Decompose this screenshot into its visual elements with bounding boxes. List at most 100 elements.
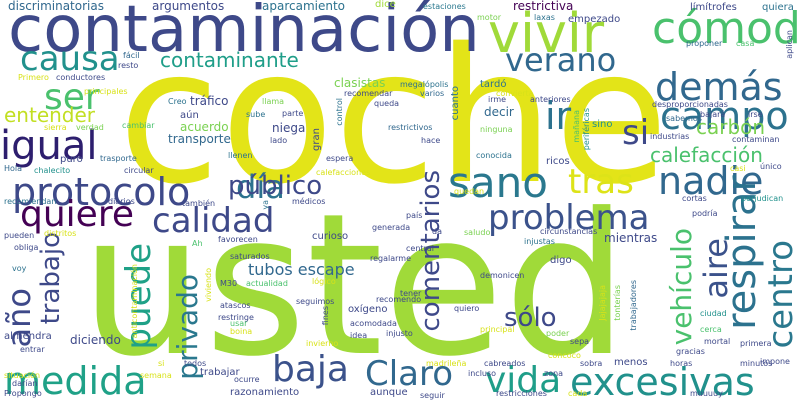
word-problema: problema (488, 198, 650, 238)
word-circunstancias: circunstancias (540, 227, 598, 236)
word-solo: sólo (504, 303, 557, 333)
word-motor: motor (477, 13, 502, 22)
word-principal: principal (480, 325, 515, 334)
word-sepa: sepa (570, 337, 590, 346)
word-discriminatorias: discriminatorias (8, 0, 104, 13)
word-cambiar: cambiar (122, 121, 155, 130)
word-minutos: minutos (740, 359, 773, 368)
word-m30: M30 (220, 279, 238, 288)
word-injustas: injustas (524, 237, 555, 246)
word-dice: dice (375, 0, 396, 10)
word-comodo: cómodo (652, 3, 800, 54)
word-restricciones: restricciones (496, 389, 547, 398)
word-limitrofes: límítrofes (690, 2, 737, 13)
word-muuuuy: muuuuy (690, 389, 723, 398)
word-hace: hace (421, 136, 441, 145)
word-tubos-escape: tubos escape (248, 260, 355, 279)
word-queda: queda (374, 99, 400, 108)
word-restrictivos: restrictivos (388, 123, 433, 132)
word-quedan: quedan (454, 187, 485, 196)
word-mientras: mientras (604, 231, 658, 245)
word-trasporte: trasporte (100, 154, 137, 163)
word-aplican: aplican (785, 30, 794, 59)
word-saludo: saludo (464, 228, 491, 237)
word-aire: aire (697, 238, 735, 299)
word-tener: tener (400, 289, 422, 298)
word-creo: Creo (168, 97, 187, 106)
word-irse: irse (748, 110, 763, 119)
word-usar: usar (230, 319, 248, 328)
word-podria: podría (692, 209, 718, 218)
word-industrias: industrias (650, 132, 690, 141)
word-carbon: carbón (696, 115, 766, 139)
word-menos: menos (614, 357, 648, 368)
word-cada: cada (568, 389, 588, 398)
word-tras: tras (568, 162, 634, 202)
word-sube: sube (246, 110, 266, 119)
word-tardo: tardó (480, 79, 507, 90)
word-concoco: concoco (548, 351, 581, 360)
word-oxigeno: oxígeno (348, 304, 388, 315)
word-idea: idea (350, 331, 368, 340)
word-laxas: laxas (534, 13, 555, 22)
word-seguir: seguir (420, 391, 445, 400)
word-generada: generada (372, 223, 411, 232)
word-llama: llama (262, 97, 285, 106)
word-recomiendan: recomiendan (4, 197, 57, 206)
word-diciendo: diciendo (70, 333, 121, 347)
word-demas: demás (655, 65, 783, 109)
word-almendra: almendra (4, 331, 52, 342)
word-semana: semana (140, 371, 172, 380)
word-restringe: restringe (218, 313, 254, 322)
word-conocida: conocida (476, 151, 512, 160)
word-verdad: verdad (76, 123, 104, 132)
word-casi: casi (730, 164, 746, 173)
word-trafico: tráfico (190, 94, 229, 108)
word-mortal: mortal (704, 337, 731, 346)
word-chalecito: chalecito (34, 166, 71, 175)
word-zona: zona (544, 369, 564, 378)
word-atascos: atascos (220, 301, 251, 310)
word-gran: gran (311, 128, 322, 151)
word-si: si (622, 113, 650, 153)
word-verano: verano (505, 41, 617, 79)
word-tambien: también (182, 199, 216, 208)
word-contaminacion: contaminación (8, 0, 480, 67)
word-acomodada: acomodada (350, 319, 397, 328)
word-protocolo: protocolo (12, 170, 191, 214)
word-regalarme: regalarme (370, 254, 412, 263)
word-poder: poder (546, 329, 570, 338)
word-fines: fines (321, 306, 330, 326)
word-obliga: obliga (14, 243, 39, 252)
word-causa: causa (20, 39, 120, 79)
word-contaminan: contaminan (732, 135, 780, 144)
word-claro: Claro (365, 354, 454, 394)
word-bajara: bajará (700, 110, 726, 119)
word-todos: todos (184, 359, 207, 368)
word-voy: voy (12, 264, 27, 273)
word-facil: fácil (123, 51, 140, 60)
word-cabreados: cabreados (484, 359, 526, 368)
word-horas: horas (670, 359, 693, 368)
word-logico: lógico (312, 277, 336, 286)
word-trabajo: trabajo (36, 232, 66, 325)
word-si-small: si (158, 359, 165, 368)
word-saturados: saturados (230, 252, 270, 261)
word-centro: centro (761, 240, 800, 349)
word-igual: igual (0, 123, 98, 169)
word-vehiculo: vehículo (665, 228, 698, 346)
word-control: control (335, 98, 344, 126)
word-injusto: injusto (386, 329, 413, 338)
word-sierra: sierra (44, 123, 67, 132)
word-unico: único (760, 162, 782, 171)
word-campo: campo (660, 94, 789, 138)
word-recomendar: recomendar (344, 89, 393, 98)
word-vivir: vivir (488, 2, 605, 65)
word-vida: vida (485, 360, 562, 400)
word-baja: baja (272, 349, 349, 390)
word-ocurre: ocurre (234, 375, 260, 384)
word-impone: impone (760, 357, 790, 366)
word-cortas: cortas (682, 194, 707, 203)
word-entender: entender (4, 103, 96, 127)
word-convierta: convierta (496, 89, 534, 98)
